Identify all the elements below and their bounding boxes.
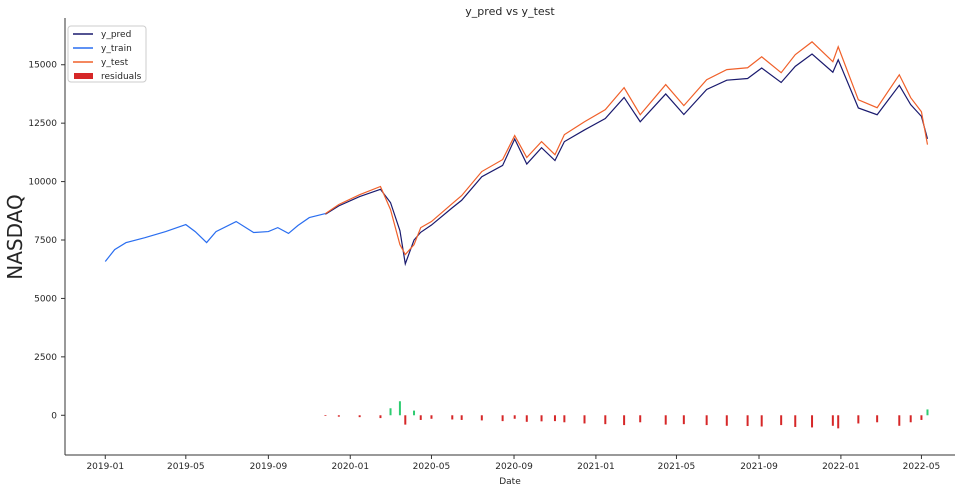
residual-bar <box>324 415 327 416</box>
residual-bar <box>540 415 543 422</box>
x-tick-label: 2020-05 <box>413 462 451 472</box>
residual-bar <box>389 408 392 416</box>
residual-bar <box>664 415 667 425</box>
residual-bar <box>451 415 454 420</box>
legend-label: y_train <box>101 44 132 54</box>
y-tick-label: 5000 <box>34 294 57 304</box>
x-axis-label: Date <box>499 477 521 487</box>
residual-bar <box>909 415 912 423</box>
residual-bar <box>682 415 685 425</box>
y-test-line <box>325 41 929 256</box>
x-tick-label: 2019-09 <box>250 462 288 472</box>
residual-bar <box>430 415 433 419</box>
residual-bar <box>898 415 901 426</box>
residual-bar <box>920 415 923 420</box>
residual-bar <box>553 415 556 422</box>
residual-bar <box>876 415 879 423</box>
residual-bar <box>837 415 840 429</box>
legend-label: y_test <box>101 58 129 68</box>
y-train-line <box>104 213 326 262</box>
x-tick-label: 2022-05 <box>903 462 941 472</box>
x-tick-label: 2021-09 <box>740 462 778 472</box>
residual-bar <box>583 415 586 424</box>
residual-bar <box>358 415 361 418</box>
y-tick-label: 12500 <box>28 119 57 129</box>
residual-bar <box>460 415 463 420</box>
legend-label: y_pred <box>101 30 131 40</box>
residual-bar <box>811 415 814 428</box>
residual-bar <box>623 415 626 426</box>
x-tick-label: 2019-05 <box>167 462 205 472</box>
x-tick-label: 2022-01 <box>822 462 860 472</box>
residual-bar <box>725 415 728 426</box>
residual-bar <box>480 415 483 421</box>
residual-bar <box>379 415 382 419</box>
residual-bar <box>513 415 516 419</box>
residual-bar <box>794 415 797 427</box>
legend: y_pred y_train y_test residuals <box>67 25 147 83</box>
residual-bar <box>501 415 504 422</box>
residual-bar <box>604 415 607 425</box>
residual-bar <box>831 415 834 426</box>
y-tick-label: 0 <box>51 411 57 421</box>
legend-label: residuals <box>101 72 142 82</box>
chart-title: y_pred vs y_test <box>465 5 555 18</box>
residual-bar <box>563 415 566 423</box>
legend-swatch-residuals <box>74 73 93 79</box>
legend-box <box>67 25 147 83</box>
residual-bar <box>746 415 749 427</box>
x-tick-label: 2020-09 <box>495 462 533 472</box>
residual-bar <box>404 415 407 425</box>
y-tick-label: 2500 <box>34 353 57 363</box>
x-tick-label: 2021-01 <box>577 462 615 472</box>
residual-bar <box>525 415 528 422</box>
residual-bar <box>413 410 416 416</box>
residual-bar <box>419 415 422 420</box>
residual-bar <box>857 415 860 424</box>
residual-bar <box>337 415 340 417</box>
y-tick-label: 7500 <box>34 236 57 246</box>
x-tick-label: 2021-05 <box>658 462 696 472</box>
residual-bar <box>639 415 642 423</box>
x-tick-label: 2020-01 <box>331 462 369 472</box>
y-tick-label: 10000 <box>28 178 57 188</box>
y-tick-label: 15000 <box>28 61 57 71</box>
y-axis-label: NASDAQ <box>3 194 27 279</box>
y-pred-line <box>325 53 929 267</box>
x-tick-label: 2019-01 <box>86 462 124 472</box>
residual-bar <box>780 415 783 426</box>
residual-bar <box>760 415 763 427</box>
residual-bar <box>705 415 708 426</box>
residual-bar <box>398 401 401 416</box>
residual-bar <box>926 409 929 416</box>
